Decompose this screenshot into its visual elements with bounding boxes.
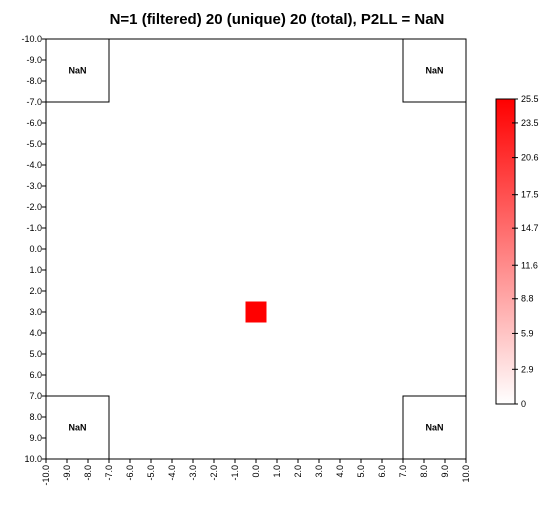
nan-box: [402, 395, 467, 460]
colorbar-tick-label: 14.7: [521, 223, 539, 233]
x-tick-label: -5.0: [146, 465, 156, 481]
y-tick-label: -9.0: [26, 55, 42, 65]
y-tick-label: -7.0: [26, 97, 42, 107]
colorbar-tick-label: 8.8: [521, 294, 534, 304]
x-tick-label: 5.0: [356, 465, 366, 478]
x-tick-label: -1.0: [230, 465, 240, 481]
x-tick-label: 1.0: [272, 465, 282, 478]
y-tick-label: 2.0: [29, 286, 42, 296]
y-tick-label: 6.0: [29, 370, 42, 380]
colorbar-tick-label: 23.5: [521, 118, 539, 128]
y-tick-label: 4.0: [29, 328, 42, 338]
nan-box: [402, 38, 467, 103]
y-tick-label: -10.0: [21, 34, 42, 44]
colorbar-tick-label: 25.5: [521, 94, 539, 104]
colorbar-tick-label: 17.5: [521, 190, 539, 200]
x-tick-label: -8.0: [83, 465, 93, 481]
x-tick-label: -7.0: [104, 465, 114, 481]
colorbar-tick-label: 2.9: [521, 364, 534, 374]
y-tick-label: 5.0: [29, 349, 42, 359]
colorbar-tick-label: 5.9: [521, 328, 534, 338]
y-tick-label: 0.0: [29, 244, 42, 254]
y-tick-label: 8.0: [29, 412, 42, 422]
heatmap-cells: [245, 301, 267, 323]
colorbar-tick-label: 20.6: [521, 153, 539, 163]
heatmap-cell: [245, 301, 267, 323]
y-tick-label: -1.0: [26, 223, 42, 233]
colorbar-tick-label: 11.6: [521, 260, 538, 270]
x-tick-label: -9.0: [62, 465, 72, 481]
y-tick-label: -2.0: [26, 202, 42, 212]
nan-box-label: NaN: [425, 66, 443, 76]
y-tick-label: -4.0: [26, 160, 42, 170]
x-tick-label: -2.0: [209, 465, 219, 481]
x-tick-label: 9.0: [440, 465, 450, 478]
colorbar-tick-label: 0: [521, 399, 526, 409]
x-tick-label: 8.0: [419, 465, 429, 478]
x-tick-label: 0.0: [251, 465, 261, 478]
nan-box-label: NaN: [425, 423, 443, 433]
y-axis-ticks: -10.0 -9.0 -8.0 -7.0 -6.0 -5.0 -4.0 -3.0 -2.0 -1.…: [21, 34, 46, 464]
x-tick-label: -3.0: [188, 465, 198, 481]
nan-box-label: NaN: [68, 423, 86, 433]
y-tick-label: -8.0: [26, 76, 42, 86]
y-tick-label: -5.0: [26, 139, 42, 149]
x-axis-ticks: -10.0 -9.0 -8.0 -7.0 -6.0 -5.0 -4.0 -3.0 -2.0 -1.…: [41, 459, 471, 486]
colorbar-ticks: 25.5 23.5 20.6 17.5 14.7 11.6 8.8 5.9 2.9 0: [512, 94, 539, 409]
x-tick-label: -4.0: [167, 465, 177, 481]
x-tick-label: -10.0: [41, 465, 51, 486]
chart-title: N=1 (filtered) 20 (unique) 20 (total), P…: [110, 11, 445, 28]
nan-box: [45, 395, 110, 460]
nan-box-label: NaN: [68, 66, 86, 76]
plot-area: [45, 38, 467, 460]
y-tick-label: 7.0: [29, 391, 42, 401]
y-tick-label: 1.0: [29, 265, 42, 275]
x-tick-label: 7.0: [398, 465, 408, 478]
y-tick-label: 9.0: [29, 433, 42, 443]
y-tick-label: 10.0: [24, 454, 42, 464]
x-tick-label: 6.0: [377, 465, 387, 478]
nan-box: [45, 38, 110, 103]
colorbar: [495, 98, 516, 405]
nan-boxes: NaN NaN NaN NaN: [45, 38, 467, 460]
x-tick-label: 4.0: [335, 465, 345, 478]
x-tick-label: 10.0: [461, 465, 471, 483]
y-tick-label: 3.0: [29, 307, 42, 317]
y-tick-label: -3.0: [26, 181, 42, 191]
y-tick-label: -6.0: [26, 118, 42, 128]
x-tick-label: 3.0: [314, 465, 324, 478]
x-tick-label: -6.0: [125, 465, 135, 481]
x-tick-label: 2.0: [293, 465, 303, 478]
